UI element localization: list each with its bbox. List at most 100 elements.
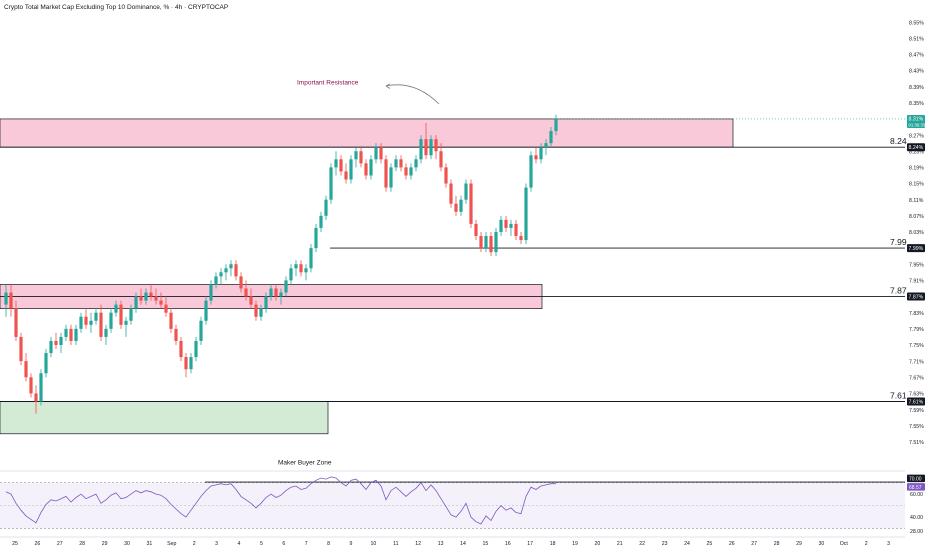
time-tick-label: 19 bbox=[572, 541, 578, 547]
time-tick-label: 25 bbox=[12, 541, 18, 547]
rsi-line bbox=[5, 476, 556, 525]
candle-body bbox=[294, 264, 298, 269]
candle-body bbox=[359, 151, 363, 164]
time-tick-label: 5 bbox=[260, 541, 263, 547]
candle-body bbox=[84, 316, 88, 325]
time-tick-label: 12 bbox=[415, 541, 421, 547]
candle-body bbox=[194, 340, 198, 358]
time-tick-label: Oct bbox=[840, 541, 849, 547]
time-tick-label: 21 bbox=[617, 541, 623, 547]
candle-body bbox=[4, 292, 8, 305]
price-tick-label: 7.67% bbox=[909, 375, 924, 381]
time-tick-label: 4 bbox=[238, 541, 241, 547]
level-axis-label: 7.99% bbox=[909, 246, 924, 252]
candle-body bbox=[274, 288, 278, 297]
candle-body bbox=[444, 167, 448, 184]
time-tick-label: Sep bbox=[167, 541, 176, 547]
price-tick-label: 7.59% bbox=[909, 408, 924, 414]
candle-body bbox=[179, 340, 183, 358]
price-tick-label: 8.27% bbox=[909, 133, 924, 139]
price-tick-label: 7.71% bbox=[909, 359, 924, 365]
time-tick-label: 29 bbox=[102, 541, 108, 547]
candle-body bbox=[354, 151, 358, 160]
candle-body bbox=[149, 292, 153, 297]
candle-body bbox=[159, 300, 163, 305]
candle-body bbox=[484, 236, 488, 249]
candle-body bbox=[164, 304, 168, 313]
candle-body bbox=[104, 328, 108, 337]
time-tick-label: 11 bbox=[393, 541, 398, 547]
candle-body bbox=[554, 118, 558, 132]
level-axis-label: 7.87% bbox=[909, 295, 924, 301]
candle-body bbox=[379, 147, 383, 160]
candle-body bbox=[189, 357, 193, 370]
candle-body bbox=[74, 328, 78, 341]
time-tick-label: 15 bbox=[483, 541, 489, 547]
time-tick-label: 17 bbox=[527, 541, 533, 547]
time-tick-label: 9 bbox=[350, 541, 353, 547]
time-axis[interactable]: 25 26 27 28 29 30 31 Sep 2 3 4 5 6 7 8 9 10 11 12 13 14 15 16 1… bbox=[12, 541, 890, 547]
time-tick-label: 29 bbox=[796, 541, 802, 547]
level-axis-label: 7.61% bbox=[909, 399, 924, 405]
price-tick-label: 7.79% bbox=[909, 327, 924, 333]
candle-body bbox=[234, 264, 238, 277]
candle-body bbox=[69, 328, 73, 341]
candle-body bbox=[29, 377, 33, 394]
candle-body bbox=[219, 272, 223, 277]
candle-body bbox=[504, 219, 508, 228]
level-axis-badge bbox=[907, 143, 925, 152]
time-tick-label: 22 bbox=[639, 541, 645, 547]
candle-body bbox=[434, 139, 438, 152]
candle-body bbox=[474, 223, 478, 236]
candle-body bbox=[374, 147, 378, 160]
candle-body bbox=[494, 231, 498, 253]
candle-body bbox=[499, 219, 503, 232]
candle-body bbox=[54, 340, 58, 345]
candle-body bbox=[399, 159, 403, 168]
time-tick-label: 30 bbox=[819, 541, 825, 547]
candle-body bbox=[24, 361, 28, 378]
candle-body bbox=[369, 159, 373, 176]
candles bbox=[4, 114, 558, 414]
candle-body bbox=[99, 312, 103, 337]
candle-body bbox=[524, 187, 528, 241]
rsi-current-label: 68.57 bbox=[909, 485, 922, 491]
price-tick-label: 8.55% bbox=[909, 20, 924, 26]
candle-body bbox=[174, 328, 178, 341]
candle-body bbox=[39, 373, 43, 402]
countdown-label: 01:36:33 bbox=[909, 122, 926, 127]
candle-body bbox=[249, 296, 253, 305]
rsi-current-badge bbox=[907, 483, 925, 491]
candle-body bbox=[119, 304, 123, 325]
price-tick-label: 7.55% bbox=[909, 424, 924, 430]
time-tick-label: 16 bbox=[505, 541, 511, 547]
rsi-tick-label: 40.00 bbox=[910, 515, 923, 521]
level-lines: 8.24 7.99 7.87 7.61 bbox=[0, 118, 907, 402]
level-axis-badge bbox=[907, 397, 925, 406]
candle-body bbox=[109, 312, 113, 329]
time-tick-label: 27 bbox=[751, 541, 757, 547]
candle-body bbox=[259, 308, 263, 317]
time-tick-label: 31 bbox=[147, 541, 153, 547]
price-tick-label: 7.75% bbox=[909, 343, 924, 349]
candle-body bbox=[319, 215, 323, 228]
last-price-label: 8.31% bbox=[909, 116, 924, 122]
price-tick-label: 8.15% bbox=[909, 182, 924, 188]
rsi-top-badge bbox=[907, 474, 925, 483]
time-tick-label: 18 bbox=[550, 541, 556, 547]
price-axis[interactable]: 8.55% 8.51% 8.47% 8.43% 8.39% 8.35% 8.31% 8.27%… bbox=[907, 20, 926, 535]
time-tick-label: 7 bbox=[305, 541, 308, 547]
candle-body bbox=[44, 353, 48, 374]
price-tick-label: 7.91% bbox=[909, 279, 924, 285]
time-tick-label: 10 bbox=[371, 541, 377, 547]
price-tick-label: 7.63% bbox=[909, 392, 924, 398]
candle-body bbox=[229, 264, 233, 269]
candle-body bbox=[94, 312, 98, 321]
time-tick-label: 26 bbox=[729, 541, 735, 547]
candle-body bbox=[309, 248, 313, 269]
candle-body bbox=[349, 159, 353, 180]
candle-body bbox=[144, 292, 148, 301]
candle-body bbox=[344, 171, 348, 180]
candle-body bbox=[224, 268, 228, 273]
